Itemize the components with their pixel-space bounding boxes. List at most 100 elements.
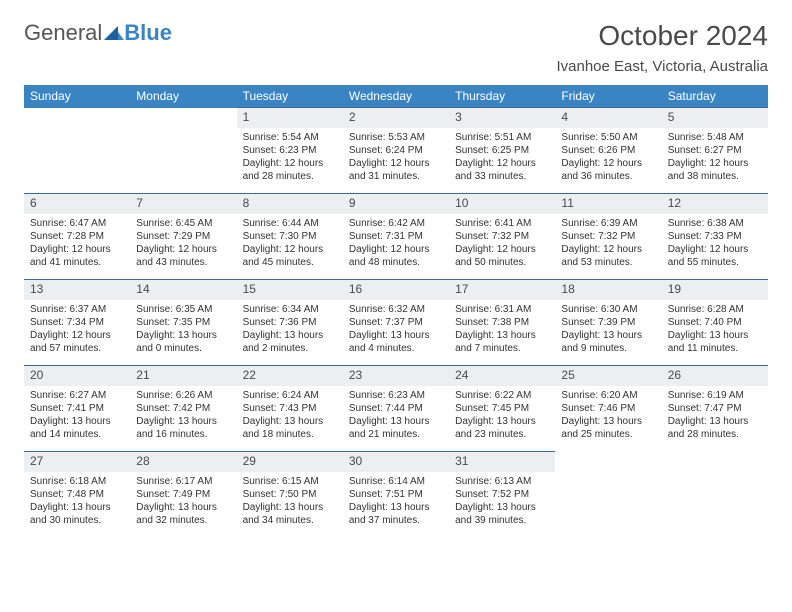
brand-sail-icon — [104, 20, 124, 46]
day-number-cell: 26 — [662, 366, 768, 386]
day-cell: Sunrise: 6:26 AMSunset: 7:42 PMDaylight:… — [130, 386, 236, 452]
day1-text: Daylight: 13 hours — [243, 501, 337, 514]
sunset-text: Sunset: 7:28 PM — [30, 230, 124, 243]
day1-text: Daylight: 12 hours — [243, 157, 337, 170]
day-number-cell: 1 — [237, 108, 343, 128]
day-cell: Sunrise: 6:19 AMSunset: 7:47 PMDaylight:… — [662, 386, 768, 452]
sunset-text: Sunset: 7:48 PM — [30, 488, 124, 501]
brand-word-2: Blue — [124, 20, 172, 46]
day2-text: and 9 minutes. — [561, 342, 655, 355]
day-cell: Sunrise: 6:41 AMSunset: 7:32 PMDaylight:… — [449, 214, 555, 280]
day2-text: and 2 minutes. — [243, 342, 337, 355]
day-number-cell: 10 — [449, 194, 555, 214]
day1-text: Daylight: 13 hours — [668, 329, 762, 342]
day1-text: Daylight: 12 hours — [561, 157, 655, 170]
sunrise-text: Sunrise: 6:31 AM — [455, 303, 549, 316]
day-cell — [555, 472, 661, 538]
day1-text: Daylight: 12 hours — [668, 157, 762, 170]
day-number-cell: 12 — [662, 194, 768, 214]
day2-text: and 18 minutes. — [243, 428, 337, 441]
day1-text: Daylight: 13 hours — [455, 415, 549, 428]
day-cell: Sunrise: 6:13 AMSunset: 7:52 PMDaylight:… — [449, 472, 555, 538]
day-cell: Sunrise: 6:31 AMSunset: 7:38 PMDaylight:… — [449, 300, 555, 366]
sunrise-text: Sunrise: 6:24 AM — [243, 389, 337, 402]
sunrise-text: Sunrise: 6:17 AM — [136, 475, 230, 488]
sunrise-text: Sunrise: 5:50 AM — [561, 131, 655, 144]
day2-text: and 21 minutes. — [349, 428, 443, 441]
sunset-text: Sunset: 7:44 PM — [349, 402, 443, 415]
day2-text: and 25 minutes. — [561, 428, 655, 441]
sunset-text: Sunset: 7:31 PM — [349, 230, 443, 243]
day-number-cell: 18 — [555, 280, 661, 300]
sunrise-text: Sunrise: 6:47 AM — [30, 217, 124, 230]
sunrise-text: Sunrise: 6:44 AM — [243, 217, 337, 230]
sunrise-text: Sunrise: 6:23 AM — [349, 389, 443, 402]
day-number-cell: 23 — [343, 366, 449, 386]
day-number-cell — [662, 452, 768, 472]
day2-text: and 28 minutes. — [668, 428, 762, 441]
day2-text: and 32 minutes. — [136, 514, 230, 527]
daynum-row: 20212223242526 — [24, 366, 768, 386]
day-number-cell: 29 — [237, 452, 343, 472]
sunrise-text: Sunrise: 6:42 AM — [349, 217, 443, 230]
day-header: Thursday — [449, 85, 555, 108]
calendar-page: General Blue October 2024 Ivanhoe East, … — [0, 0, 792, 538]
day1-text: Daylight: 13 hours — [30, 415, 124, 428]
day-cell: Sunrise: 6:27 AMSunset: 7:41 PMDaylight:… — [24, 386, 130, 452]
day-cell: Sunrise: 5:53 AMSunset: 6:24 PMDaylight:… — [343, 128, 449, 194]
day-number-cell: 20 — [24, 366, 130, 386]
content-row: Sunrise: 5:54 AMSunset: 6:23 PMDaylight:… — [24, 128, 768, 194]
sunrise-text: Sunrise: 5:53 AM — [349, 131, 443, 144]
day-number-cell — [130, 108, 236, 128]
day1-text: Daylight: 13 hours — [136, 501, 230, 514]
sunrise-text: Sunrise: 6:20 AM — [561, 389, 655, 402]
daynum-row: 2728293031 — [24, 452, 768, 472]
title-block: October 2024 Ivanhoe East, Victoria, Aus… — [556, 20, 768, 75]
day-number-cell: 14 — [130, 280, 236, 300]
day1-text: Daylight: 12 hours — [561, 243, 655, 256]
day2-text: and 50 minutes. — [455, 256, 549, 269]
daynum-row: 12345 — [24, 108, 768, 128]
day-number-cell: 16 — [343, 280, 449, 300]
day1-text: Daylight: 13 hours — [455, 501, 549, 514]
day1-text: Daylight: 12 hours — [30, 329, 124, 342]
sunrise-text: Sunrise: 6:34 AM — [243, 303, 337, 316]
sunrise-text: Sunrise: 6:38 AM — [668, 217, 762, 230]
day-cell: Sunrise: 6:45 AMSunset: 7:29 PMDaylight:… — [130, 214, 236, 280]
calendar-table: Sunday Monday Tuesday Wednesday Thursday… — [24, 85, 768, 538]
sunset-text: Sunset: 7:38 PM — [455, 316, 549, 329]
day-cell: Sunrise: 5:54 AMSunset: 6:23 PMDaylight:… — [237, 128, 343, 194]
day-cell: Sunrise: 6:42 AMSunset: 7:31 PMDaylight:… — [343, 214, 449, 280]
sunrise-text: Sunrise: 6:26 AM — [136, 389, 230, 402]
day-number-cell: 6 — [24, 194, 130, 214]
day1-text: Daylight: 13 hours — [136, 329, 230, 342]
sunset-text: Sunset: 6:25 PM — [455, 144, 549, 157]
daynum-row: 13141516171819 — [24, 280, 768, 300]
day1-text: Daylight: 13 hours — [668, 415, 762, 428]
sunrise-text: Sunrise: 6:39 AM — [561, 217, 655, 230]
location-label: Ivanhoe East, Victoria, Australia — [556, 58, 768, 75]
day-cell: Sunrise: 6:39 AMSunset: 7:32 PMDaylight:… — [555, 214, 661, 280]
day-number-cell: 28 — [130, 452, 236, 472]
day-number-cell: 8 — [237, 194, 343, 214]
sunset-text: Sunset: 7:39 PM — [561, 316, 655, 329]
sunset-text: Sunset: 7:36 PM — [243, 316, 337, 329]
day2-text: and 39 minutes. — [455, 514, 549, 527]
day-cell: Sunrise: 6:18 AMSunset: 7:48 PMDaylight:… — [24, 472, 130, 538]
day2-text: and 4 minutes. — [349, 342, 443, 355]
day-number-cell: 9 — [343, 194, 449, 214]
day-header: Wednesday — [343, 85, 449, 108]
sunset-text: Sunset: 7:47 PM — [668, 402, 762, 415]
day-cell: Sunrise: 6:35 AMSunset: 7:35 PMDaylight:… — [130, 300, 236, 366]
sunset-text: Sunset: 7:46 PM — [561, 402, 655, 415]
day-number-cell — [555, 452, 661, 472]
day-cell: Sunrise: 6:38 AMSunset: 7:33 PMDaylight:… — [662, 214, 768, 280]
day-cell: Sunrise: 6:47 AMSunset: 7:28 PMDaylight:… — [24, 214, 130, 280]
sunset-text: Sunset: 6:26 PM — [561, 144, 655, 157]
sunset-text: Sunset: 7:29 PM — [136, 230, 230, 243]
day-cell — [130, 128, 236, 194]
sunset-text: Sunset: 6:27 PM — [668, 144, 762, 157]
day1-text: Daylight: 12 hours — [349, 157, 443, 170]
day-number-cell: 15 — [237, 280, 343, 300]
day2-text: and 38 minutes. — [668, 170, 762, 183]
